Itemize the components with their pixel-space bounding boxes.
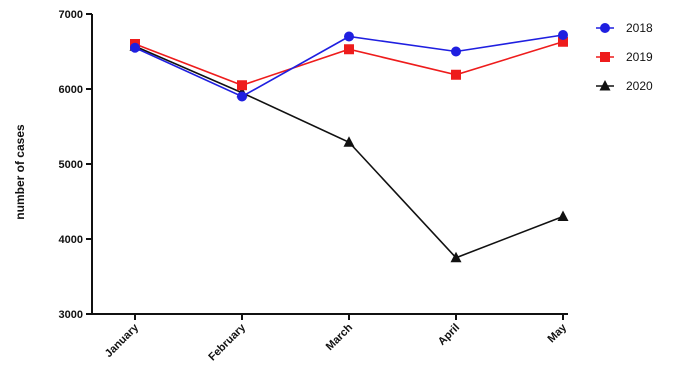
legend-item: 2018 [596,21,653,35]
x-tick-label: March [324,321,356,353]
legend-item: 2020 [596,79,653,93]
y-axis-title: number of cases [13,124,27,220]
x-tick-label: May [545,321,569,345]
legend-marker [600,23,610,33]
x-tick-label: January [103,321,142,360]
series-2018 [130,30,568,102]
series-2020-line [134,45,564,259]
series-2020 [129,40,569,263]
series-2018-line [134,34,564,98]
legend-label: 2020 [626,79,653,93]
legend-label: 2018 [626,21,653,35]
series-2018-point [344,31,354,42]
y-tick-label: 7000 [59,9,83,21]
legend: 2018 2019 2020 [596,21,653,93]
series-2019-point [344,44,354,55]
series-2018-point [130,42,140,53]
y-tick-label: 3000 [59,309,83,321]
series-2020-point [450,251,462,263]
x-tick-label: February [206,321,248,363]
legend-marker [599,80,611,91]
y-tick-label: 5000 [59,159,83,171]
y-tick-label: 6000 [59,84,83,96]
series-2019-point [451,69,461,80]
legend-label: 2019 [626,50,653,64]
legend-marker [600,52,610,62]
y-tick-label: 4000 [59,234,83,246]
series-2019-point [558,36,568,47]
series-2020-point [343,136,355,147]
series-2019-point [237,80,247,91]
series-2018-point [451,46,461,57]
series-2020-point [557,210,569,221]
series-2018-point [237,91,247,102]
x-tick-label: April [436,322,462,348]
series-2018-point [558,30,568,40]
legend-item: 2019 [596,50,653,64]
